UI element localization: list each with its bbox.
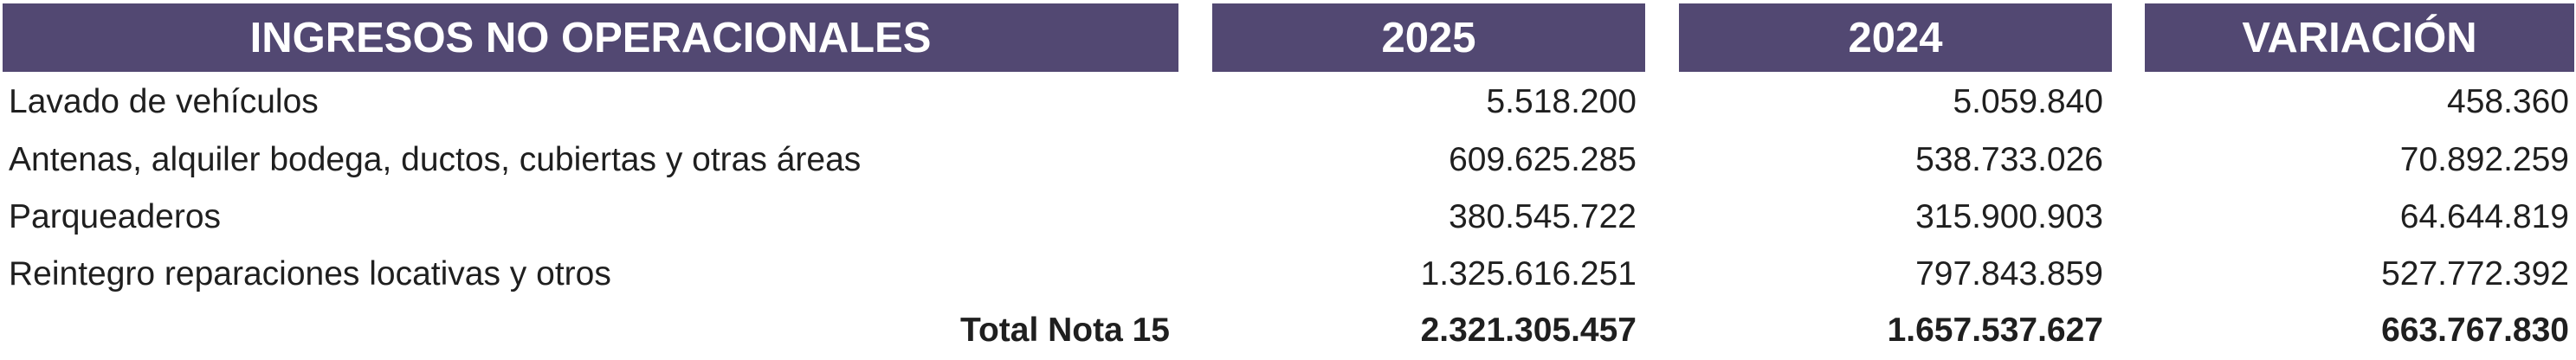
row-value-2025: 380.545.722	[1449, 198, 1637, 235]
header-year-2025: 2025	[1212, 3, 1645, 72]
row-variation: 458.360	[2447, 83, 2569, 120]
row-label: Reintegro reparaciones locativas y otros	[9, 255, 611, 292]
total-variation: 663.767.830	[2381, 312, 2569, 349]
row-label: Lavado de vehículos	[9, 83, 319, 120]
table-row: Antenas, alquiler bodega, ductos, cubier…	[0, 132, 2576, 189]
row-variation: 64.644.819	[2399, 198, 2569, 235]
row-variation: 70.892.259	[2399, 141, 2569, 178]
table-row: Parqueaderos 380.545.722 315.900.903 64.…	[0, 189, 2576, 246]
row-value-2024: 5.059.840	[1953, 83, 2103, 120]
header-description: INGRESOS NO OPERACIONALES	[3, 3, 1178, 72]
total-value-2025: 2.321.305.457	[1420, 312, 1637, 349]
row-value-2024: 315.900.903	[1915, 198, 2103, 235]
total-label: Total Nota 15	[960, 312, 1170, 349]
row-value-2025: 609.625.285	[1449, 141, 1637, 178]
row-value-2024: 797.843.859	[1915, 255, 2103, 292]
row-label: Parqueaderos	[9, 198, 222, 235]
header-year-2024: 2024	[1679, 3, 2112, 72]
row-value-2024: 538.733.026	[1915, 141, 2103, 178]
total-value-2024: 1.657.537.627	[1887, 312, 2103, 349]
row-label: Antenas, alquiler bodega, ductos, cubier…	[9, 141, 862, 178]
table-row: Lavado de vehículos 5.518.200 5.059.840 …	[0, 74, 2576, 131]
row-variation: 527.772.392	[2381, 255, 2569, 292]
row-value-2025: 1.325.616.251	[1420, 255, 1637, 292]
header-variation: VARIACIÓN	[2145, 3, 2574, 72]
table-row: Reintegro reparaciones locativas y otros…	[0, 246, 2576, 303]
row-value-2025: 5.518.200	[1486, 83, 1637, 120]
total-row: Total Nota 15 2.321.305.457 1.657.537.62…	[0, 302, 2576, 359]
